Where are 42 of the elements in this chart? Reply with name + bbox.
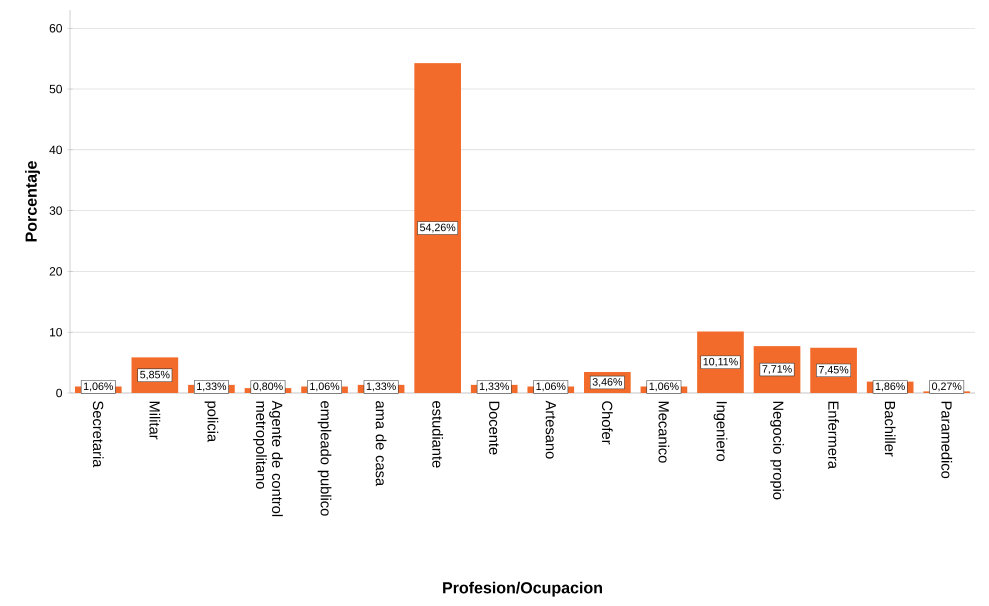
x-tick-label: Artesano [546,400,556,459]
data-label: 1,06% [310,382,340,392]
y-tick-label: 0 [56,388,62,398]
x-tick-label: ama de casa [376,401,386,486]
bar [414,63,461,393]
x-tick-label: Secretaria [92,401,104,468]
data-label: 0,27% [932,382,962,392]
x-tick-label: empleado publico [318,401,332,516]
x-tick-label: Chofer [602,401,613,444]
data-label: 5,85% [140,370,170,380]
data-label: 1,06% [650,382,679,392]
data-label: 54,26% [420,224,456,232]
data-label: 10,11% [704,358,738,367]
data-label: 7,45% [819,366,848,375]
y-tick-label: 60 [50,24,62,32]
data-label: 1,33% [197,382,226,392]
y-tick-label: 30 [50,206,62,215]
x-tick-label: Negocio propio [770,402,784,500]
x-tick-label: estudiante [432,401,444,468]
x-axis-title: Profesion/Ocupacion [443,582,602,597]
data-label: 1,33% [480,382,509,392]
y-axis-title: Porcentaje [25,161,40,242]
data-label: 1,86% [876,382,905,392]
y-tick-label: 50 [50,84,62,94]
data-label: 7,71% [762,365,792,374]
x-tick-label: policia [204,401,218,442]
x-tick-label: Docente [489,402,500,455]
x-tick-label: Mecanico [658,402,670,463]
data-label: 3,46% [592,378,622,387]
x-tick-label: Paramedico [941,402,952,478]
y-tick-label: 40 [49,146,62,154]
x-tick-label: Enfermera [828,402,839,470]
y-tick-label: 10 [50,328,62,336]
x-tick-label: Ingeniero [714,402,728,462]
data-label: 1,06% [536,382,566,392]
x-tick-label: Agente de control metropolitano [253,400,283,516]
x-tick-label: Militar [149,402,160,440]
y-tick-label: 20 [50,267,62,276]
data-label: 1,06% [84,382,114,392]
x-tick-label: Bachiller [884,402,896,457]
data-label: 1,33% [366,382,396,392]
data-label: 0,80% [253,382,283,392]
